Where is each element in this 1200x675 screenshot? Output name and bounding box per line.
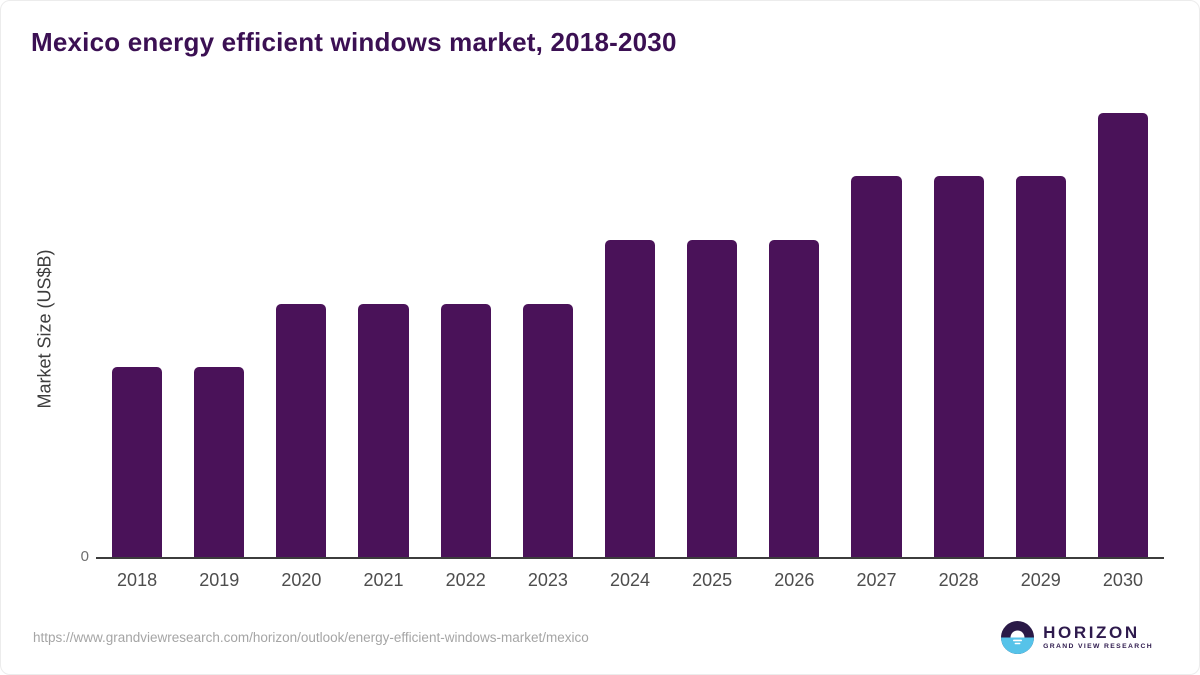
bar-2022 <box>440 303 491 558</box>
bar-2023 <box>522 303 573 558</box>
x-tick-2029: 2029 <box>1020 570 1061 590</box>
bar-column-2030 <box>1082 100 1164 558</box>
x-tick-2020: 2020 <box>281 570 322 590</box>
bar-2028 <box>933 176 984 558</box>
bar-2020 <box>276 303 327 558</box>
source-url: https://www.grandviewresearch.com/horizo… <box>33 630 589 645</box>
x-tick-2019: 2019 <box>199 570 240 590</box>
x-tick-2025: 2025 <box>692 570 733 590</box>
x-tick-2026: 2026 <box>774 570 815 590</box>
logo-subtitle: GRAND VIEW RESEARCH <box>1043 643 1153 651</box>
bar-2019 <box>194 367 245 558</box>
bar-column-2028 <box>918 100 1000 558</box>
horizon-logo: HORIZON GRAND VIEW RESEARCH <box>1001 621 1153 654</box>
bar-2025 <box>687 239 738 558</box>
x-tick-2024: 2024 <box>609 570 651 590</box>
x-axis-labels: 2018 2019 2020 2021 2022 2023 2024 2025 2026 2027… <box>96 570 1164 591</box>
horizon-logo-text: HORIZON GRAND VIEW RESEARCH <box>1043 624 1153 651</box>
bar-column-2029 <box>1000 100 1082 558</box>
bars <box>96 100 1164 558</box>
bar-column-2026 <box>753 100 835 558</box>
y-axis-label: Market Size (US$B) <box>34 249 55 409</box>
bar-column-2023 <box>507 100 589 558</box>
horizon-sun-circle-icon <box>1001 621 1035 654</box>
bar-column-2024 <box>589 100 671 558</box>
x-tick-2027: 2027 <box>856 570 897 590</box>
bar-column-2027 <box>835 100 917 558</box>
x-axis-line <box>96 557 1164 559</box>
bar-2021 <box>358 303 409 558</box>
bar-2027 <box>851 176 902 558</box>
bar-2030 <box>1097 112 1148 558</box>
logo-title: HORIZON <box>1043 623 1140 643</box>
y-axis-tick-zero: 0 <box>80 548 89 565</box>
bar-column-2019 <box>178 100 260 558</box>
bar-column-2020 <box>260 100 342 558</box>
bar-2026 <box>769 239 820 558</box>
x-tick-2021: 2021 <box>363 570 404 590</box>
bar-2018 <box>112 367 163 558</box>
bar-2029 <box>1015 176 1066 558</box>
bar-2024 <box>604 239 656 558</box>
x-tick-2030: 2030 <box>1102 570 1143 590</box>
x-tick-2023: 2023 <box>527 570 568 590</box>
x-tick-2018: 2018 <box>117 570 158 590</box>
bar-column-2021 <box>342 100 424 558</box>
x-tick-2028: 2028 <box>938 570 979 590</box>
x-tick-2022: 2022 <box>445 570 486 590</box>
bar-column-2025 <box>671 100 753 558</box>
chart-title: Mexico energy efficient windows market, … <box>31 27 677 57</box>
bar-column-2022 <box>425 100 507 558</box>
bar-column-2018 <box>96 100 178 558</box>
